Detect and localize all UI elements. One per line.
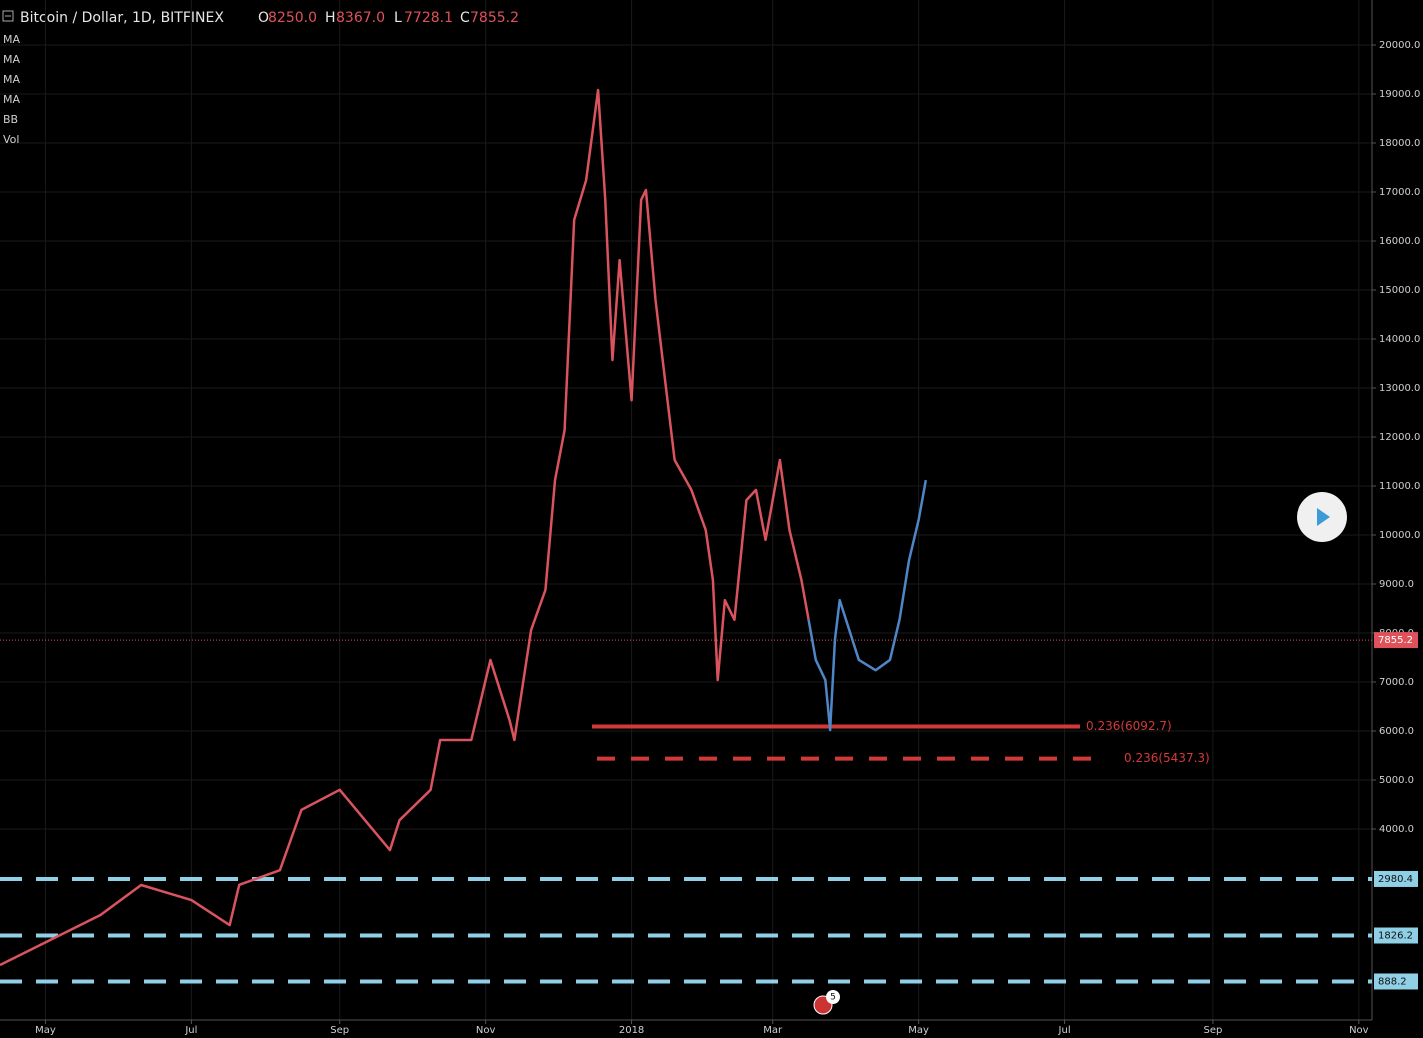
indicator-label: Vol: [3, 133, 19, 146]
y-tick-label: 10000.0: [1379, 530, 1420, 541]
last-price-tag: [1374, 632, 1418, 649]
ohlc-value: 8250.0: [268, 10, 317, 26]
indicator-label: MA: [3, 73, 20, 86]
ohlc-label: H: [325, 10, 336, 26]
y-tick-label: 12000.0: [1379, 432, 1420, 443]
ohlc-value: 8367.0: [336, 10, 385, 26]
x-tick-label: May: [908, 1025, 929, 1036]
grid: [0, 0, 1372, 1020]
level-tag-label: 2980.4: [1378, 874, 1413, 885]
price-line: [0, 88, 810, 967]
y-tick-label: 15000.0: [1379, 285, 1420, 296]
y-tick-label: 17000.0: [1379, 187, 1420, 198]
y-tick-label: 20000.0: [1379, 40, 1420, 51]
y-tick-label: 16000.0: [1379, 236, 1420, 247]
x-tick-label: Sep: [330, 1025, 349, 1036]
indicator-label: MA: [3, 53, 20, 66]
price-line: [807, 479, 928, 732]
y-tick-label: 19000.0: [1379, 89, 1420, 100]
fib-label: 0.236(5437.3): [1124, 751, 1210, 765]
play-button[interactable]: [1297, 492, 1347, 542]
last-price-label: 7855.2: [1378, 635, 1413, 646]
y-tick-label: 13000.0: [1379, 383, 1420, 394]
y-tick-label: 4000.0: [1379, 824, 1414, 835]
indicator-label: MA: [3, 93, 20, 106]
y-tick-label: 14000.0: [1379, 334, 1420, 345]
y-tick-label: 9000.0: [1379, 579, 1414, 590]
level-tag: [1374, 870, 1418, 887]
y-tick-label: 5000.0: [1379, 775, 1414, 786]
x-tick-label: May: [35, 1025, 56, 1036]
play-icon: [1317, 508, 1330, 526]
x-tick-label: Jul: [1058, 1025, 1071, 1036]
y-tick-label: 6000.0: [1379, 726, 1414, 737]
ohlc-value: 7728.1: [404, 10, 453, 26]
chart-title: Bitcoin / Dollar, 1D, BITFINEX: [20, 10, 224, 26]
x-tick-label: 2018: [619, 1025, 644, 1036]
level-tag-label: 888.2: [1378, 976, 1407, 987]
y-tick-label: 7000.0: [1379, 677, 1414, 688]
x-tick-label: Mar: [763, 1025, 783, 1036]
ohlc-label: L: [394, 10, 402, 26]
level-tag-label: 1826.2: [1378, 931, 1413, 942]
x-tick-label: Nov: [1349, 1025, 1369, 1036]
event-badge: 5: [830, 993, 836, 1003]
x-tick-label: Sep: [1203, 1025, 1222, 1036]
collapse-icon[interactable]: [2, 10, 14, 22]
ohlc-value: 7855.2: [470, 10, 519, 26]
fib-label: 0.236(6092.7): [1086, 719, 1172, 733]
indicator-label: BB: [3, 113, 18, 126]
ohlc-label: C: [460, 10, 470, 26]
indicator-label: MA: [3, 33, 20, 46]
ohlc-label: O: [258, 10, 269, 26]
y-tick-label: 18000.0: [1379, 138, 1420, 149]
x-tick-label: Jul: [184, 1025, 197, 1036]
level-tag: [1374, 973, 1418, 990]
event-badge-bg: [826, 990, 840, 1004]
level-tag: [1374, 927, 1418, 944]
x-tick-label: Nov: [476, 1025, 496, 1036]
y-tick-label: 11000.0: [1379, 481, 1420, 492]
